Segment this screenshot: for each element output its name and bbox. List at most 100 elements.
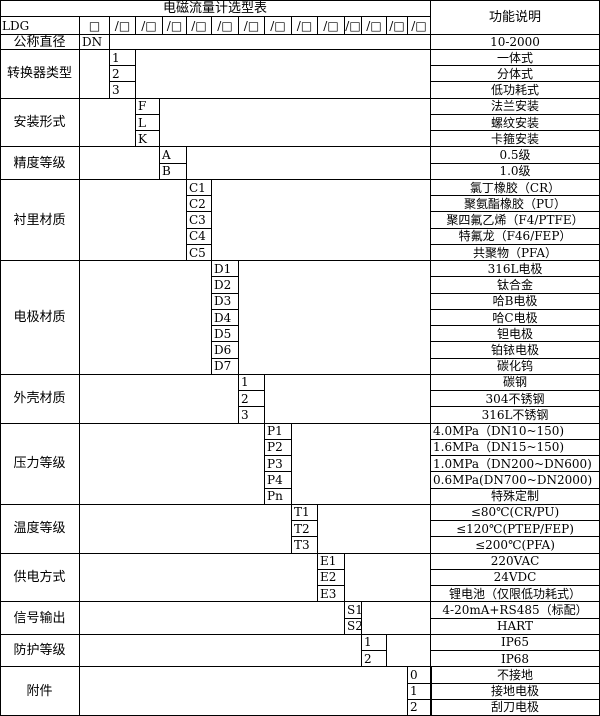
option-code: C1 bbox=[187, 179, 212, 197]
option-description: IP68 bbox=[431, 651, 600, 668]
model-slot: /□ bbox=[345, 17, 362, 35]
option-description: 1.0MPa（DN200~DN600) bbox=[431, 456, 600, 473]
option-description: 哈B电极 bbox=[431, 293, 600, 310]
model-slot: /□ bbox=[163, 17, 187, 35]
option-description: 1.0级 bbox=[431, 163, 600, 180]
option-description: 4-20mA+RS485（标配） bbox=[431, 602, 600, 619]
model-slot: □ bbox=[80, 17, 110, 35]
option-code: D7 bbox=[212, 358, 239, 375]
option-description: 螺纹安装 bbox=[431, 114, 600, 132]
option-code: P3 bbox=[265, 456, 292, 473]
option-description: ≤80℃(CR/PU) bbox=[431, 504, 600, 522]
blank-cell bbox=[80, 634, 362, 668]
blank-cell bbox=[80, 423, 265, 505]
option-description: 0.5级 bbox=[431, 147, 600, 164]
option-description: 锂电池（仅限低功耗式） bbox=[431, 586, 600, 603]
model-prefix: LDG bbox=[0, 17, 80, 35]
group-label: 附件 bbox=[0, 667, 80, 716]
option-description: 低功耗式 bbox=[431, 82, 600, 99]
group-label: 安装形式 bbox=[0, 98, 80, 148]
option-code: 0 bbox=[408, 667, 431, 684]
option-code: 1 bbox=[239, 374, 265, 392]
option-description: 304不锈钢 bbox=[431, 391, 600, 408]
group-label: 供电方式 bbox=[0, 553, 80, 603]
blank-cell bbox=[387, 634, 431, 668]
option-description: 24VDC bbox=[431, 569, 600, 587]
blank-cell bbox=[345, 553, 431, 603]
blank-cell bbox=[212, 179, 431, 262]
option-description: ≤200℃(PFA) bbox=[431, 537, 600, 554]
option-description: 刮刀电极 bbox=[431, 699, 600, 716]
option-description: 共聚物（PFA） bbox=[431, 244, 600, 262]
option-description: 氯丁橡胶（CR） bbox=[431, 179, 600, 197]
option-code: 2 bbox=[239, 391, 265, 408]
option-description: 钛合金 bbox=[431, 277, 600, 294]
blank-cell bbox=[80, 504, 292, 554]
option-code: B bbox=[160, 163, 187, 180]
option-description: 316L电极 bbox=[431, 261, 600, 278]
option-description: 卡箍安装 bbox=[431, 131, 600, 148]
option-description: 220VAC bbox=[431, 553, 600, 570]
option-code: P4 bbox=[265, 472, 292, 489]
nominal-diameter-code: DN bbox=[80, 35, 110, 50]
group-label: 外壳材质 bbox=[0, 374, 80, 424]
option-description: 聚四氟乙烯（F4/PTFE） bbox=[431, 212, 600, 229]
option-code: T1 bbox=[292, 504, 318, 522]
option-code: P1 bbox=[265, 423, 292, 440]
option-code: T2 bbox=[292, 521, 318, 538]
option-description: 聚氨酯橡胶（PU） bbox=[431, 196, 600, 213]
option-description: 316L不锈钢 bbox=[431, 407, 600, 424]
option-code: 3 bbox=[110, 82, 136, 99]
blank-cell bbox=[80, 667, 408, 716]
option-code: L bbox=[136, 114, 160, 132]
blank-cell bbox=[136, 50, 431, 99]
option-code: 2 bbox=[110, 66, 136, 83]
option-code: C2 bbox=[187, 196, 212, 213]
option-description: 4.0MPa（DN10~150) bbox=[431, 423, 600, 440]
option-description: 碳钢 bbox=[431, 374, 600, 392]
model-slot: /□ bbox=[136, 17, 163, 35]
option-description: HART bbox=[431, 618, 600, 635]
blank-cell bbox=[80, 261, 212, 375]
nominal-diameter-desc: 10-2000 bbox=[431, 35, 600, 50]
option-code: E1 bbox=[318, 553, 345, 570]
option-description: 碳化钨 bbox=[431, 358, 600, 375]
group-label: 精度等级 bbox=[0, 147, 80, 180]
group-label: 压力等级 bbox=[0, 423, 80, 505]
description-header: 功能说明 bbox=[431, 0, 600, 35]
option-code: S2 bbox=[345, 618, 362, 635]
model-slot: /□ bbox=[362, 17, 387, 35]
option-code: D3 bbox=[212, 293, 239, 310]
option-code: D6 bbox=[212, 342, 239, 359]
option-description: 特氟龙（F46/FEP） bbox=[431, 228, 600, 245]
group-label: 信号输出 bbox=[0, 602, 80, 635]
option-description: 钽电极 bbox=[431, 326, 600, 343]
option-description: 法兰安装 bbox=[431, 98, 600, 115]
blank-cell bbox=[80, 602, 345, 635]
blank-cell bbox=[318, 504, 431, 554]
option-description: ≤120℃(PTEP/FEP) bbox=[431, 521, 600, 538]
model-slot: /□ bbox=[239, 17, 265, 35]
option-code: D1 bbox=[212, 261, 239, 278]
blank-cell bbox=[187, 147, 431, 180]
model-slot: /□ bbox=[187, 17, 212, 35]
model-slot: /□ bbox=[212, 17, 239, 35]
option-code: 1 bbox=[110, 50, 136, 67]
option-description: 一体式 bbox=[431, 50, 600, 67]
option-code: A bbox=[160, 147, 187, 164]
option-code: F bbox=[136, 98, 160, 115]
model-slot: /□ bbox=[292, 17, 318, 35]
model-slot: /□ bbox=[408, 17, 431, 35]
option-code: D2 bbox=[212, 277, 239, 294]
option-description: 不接地 bbox=[431, 667, 600, 684]
group-label: 转换器类型 bbox=[0, 50, 80, 99]
blank-cell bbox=[80, 553, 318, 603]
blank-cell bbox=[362, 602, 431, 635]
option-code: 3 bbox=[239, 407, 265, 424]
blank-cell bbox=[80, 374, 239, 424]
option-code: 2 bbox=[408, 699, 431, 716]
option-code: Pn bbox=[265, 488, 292, 505]
nominal-diameter-label: 公称直径 bbox=[0, 35, 80, 50]
model-slot: /□ bbox=[387, 17, 408, 35]
blank-cell bbox=[80, 179, 187, 262]
